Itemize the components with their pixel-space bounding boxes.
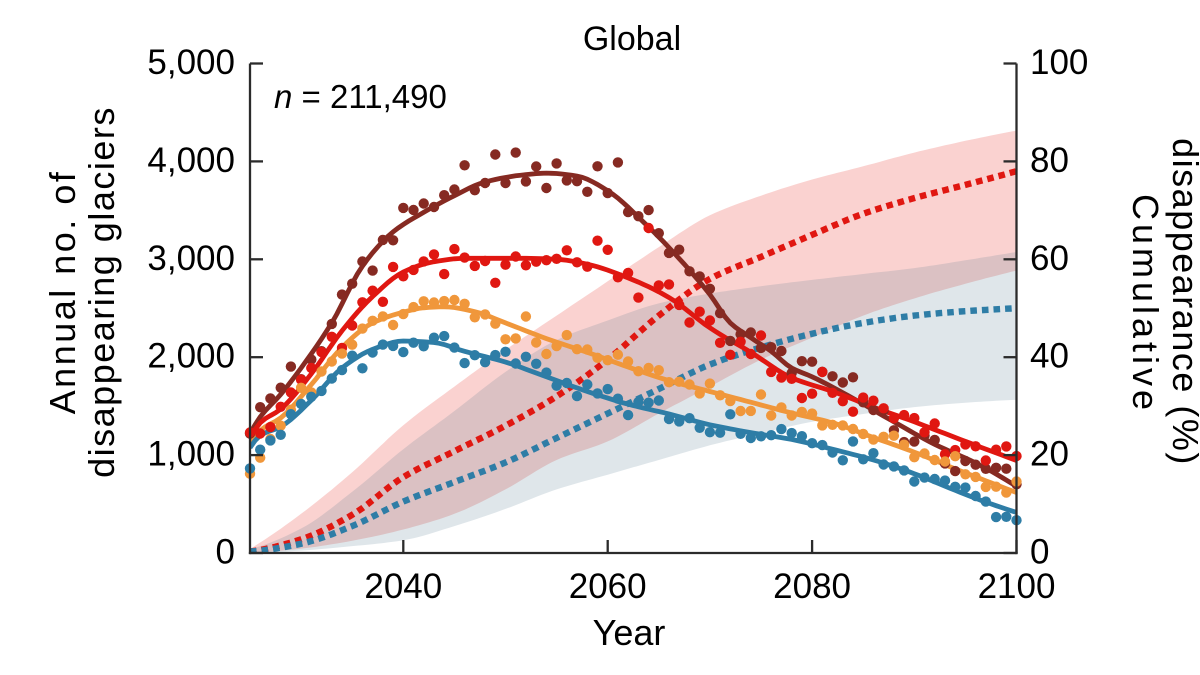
svg-text:60: 60 [1030,239,1069,278]
svg-text:Year: Year [593,612,666,653]
svg-text:20: 20 [1030,435,1069,474]
svg-text:80: 80 [1030,141,1069,180]
svg-text:Annual no. of: Annual no. of [42,170,83,415]
svg-text:2040: 2040 [364,567,442,606]
svg-text:disappearance (%): disappearance (%) [1165,138,1200,466]
svg-text:1,000: 1,000 [147,435,235,474]
svg-text:Global: Global [583,20,681,58]
svg-text:3,000: 3,000 [147,239,235,278]
svg-text:disappearing glaciers: disappearing glaciers [81,106,122,478]
svg-text:0: 0 [1030,533,1049,572]
svg-text:5,000: 5,000 [147,43,235,82]
svg-text:2080: 2080 [773,567,851,606]
svg-text:0: 0 [216,533,235,572]
svg-text:4,000: 4,000 [147,141,235,180]
svg-text:40: 40 [1030,337,1069,376]
svg-text:100: 100 [1030,43,1088,82]
svg-text:Cumulative: Cumulative [1125,194,1166,414]
svg-text:2,000: 2,000 [147,337,235,376]
svg-text:n = 211,490: n = 211,490 [274,78,447,115]
svg-text:2060: 2060 [569,567,647,606]
svg-text:2100: 2100 [978,567,1056,606]
